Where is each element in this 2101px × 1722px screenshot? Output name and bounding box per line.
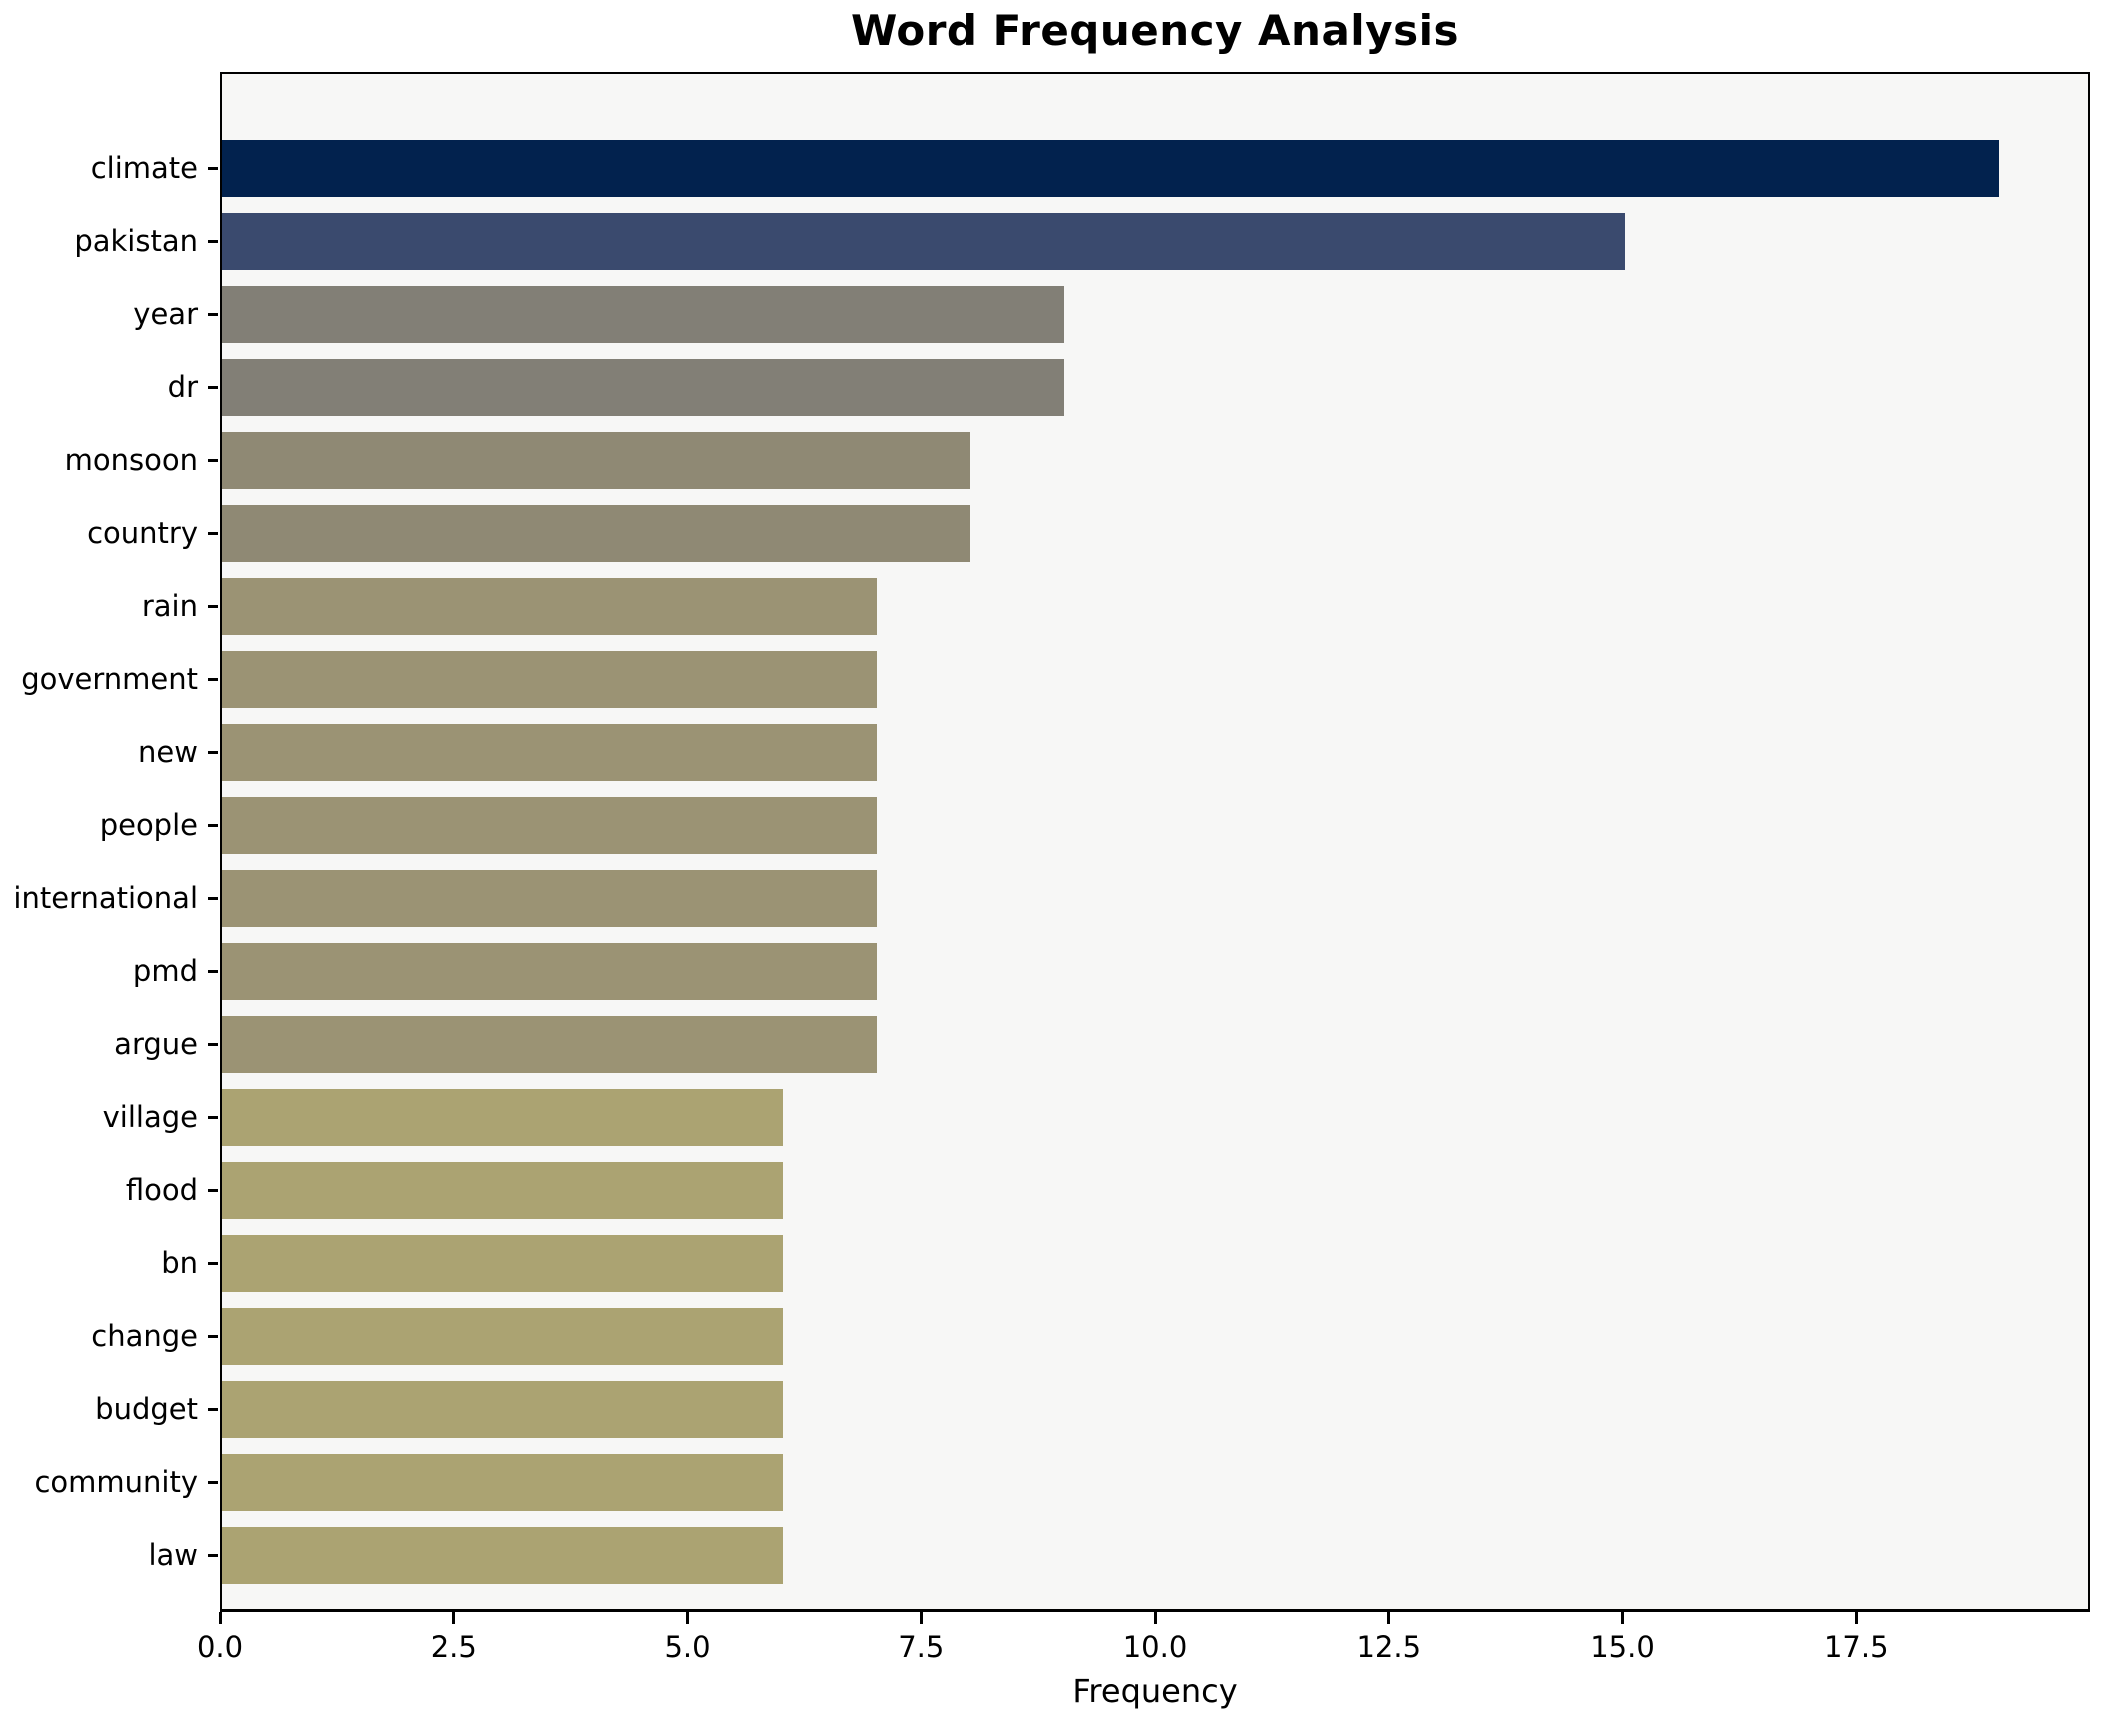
bar-law xyxy=(222,1526,783,1584)
y-tick-mark xyxy=(208,1408,218,1411)
x-tick-label: 12.5 xyxy=(1356,1630,1422,1664)
y-tick-label-law: law xyxy=(148,1538,198,1572)
y-tick-label-new: new xyxy=(138,735,198,769)
x-tick-mark xyxy=(1153,1612,1157,1624)
y-tick-mark xyxy=(208,459,218,462)
y-tick-mark xyxy=(208,1116,218,1119)
y-tick-mark xyxy=(208,386,218,389)
bar-new xyxy=(222,723,877,781)
y-tick-mark xyxy=(208,751,218,754)
y-tick-label-argue: argue xyxy=(114,1027,198,1061)
bar-budget xyxy=(222,1380,783,1438)
y-tick-label-change: change xyxy=(91,1319,198,1353)
y-tick-mark xyxy=(208,1189,218,1192)
x-tick-label: 15.0 xyxy=(1590,1630,1655,1664)
y-tick-label-year: year xyxy=(133,297,198,331)
y-tick-mark xyxy=(208,167,218,170)
x-tick-mark xyxy=(452,1612,456,1624)
y-tick-label-country: country xyxy=(87,516,198,550)
bar-people xyxy=(222,796,877,854)
y-tick-mark xyxy=(208,605,218,608)
y-tick-label-government: government xyxy=(21,662,198,696)
bar-monsoon xyxy=(222,431,970,489)
x-tick-mark xyxy=(1621,1612,1624,1624)
y-tick-label-community: community xyxy=(34,1465,198,1499)
plot-area xyxy=(220,72,2090,1612)
x-tick-mark xyxy=(686,1612,689,1624)
y-tick-mark xyxy=(208,824,218,827)
y-tick-mark xyxy=(208,1262,218,1265)
y-tick-label-bn: bn xyxy=(161,1246,198,1280)
y-tick-mark xyxy=(208,1335,218,1338)
y-tick-label-pakistan: pakistan xyxy=(74,224,198,258)
bar-rain xyxy=(222,577,877,635)
x-axis-title: Frequency xyxy=(1072,1672,1238,1710)
bar-dr xyxy=(222,358,1064,416)
y-tick-mark xyxy=(208,313,218,316)
bar-pakistan xyxy=(222,212,1625,270)
y-tick-label-pmd: pmd xyxy=(132,954,198,988)
bar-bn xyxy=(222,1234,783,1292)
y-tick-label-climate: climate xyxy=(90,151,198,185)
x-tick-label: 2.5 xyxy=(430,1630,477,1664)
x-tick-label: 7.5 xyxy=(898,1630,945,1664)
bar-argue xyxy=(222,1015,877,1073)
bar-community xyxy=(222,1453,783,1511)
bar-pmd xyxy=(222,942,877,1000)
y-tick-mark xyxy=(208,1481,218,1484)
bar-year xyxy=(222,285,1064,343)
y-tick-mark xyxy=(208,532,218,535)
y-tick-mark xyxy=(208,240,218,243)
bar-country xyxy=(222,504,970,562)
y-tick-mark xyxy=(208,1554,218,1557)
bar-change xyxy=(222,1307,783,1365)
bar-international xyxy=(222,869,877,927)
x-tick-label: 17.5 xyxy=(1823,1630,1889,1664)
y-tick-label-rain: rain xyxy=(141,589,198,623)
bar-government xyxy=(222,650,877,708)
x-tick-label: 0.0 xyxy=(196,1630,244,1664)
x-tick-mark xyxy=(1387,1612,1391,1624)
y-tick-label-flood: flood xyxy=(125,1173,198,1207)
y-tick-label-people: people xyxy=(99,808,198,842)
chart-title: Word Frequency Analysis xyxy=(851,6,1459,55)
y-tick-label-international: international xyxy=(13,881,198,915)
bar-village xyxy=(222,1088,783,1146)
y-tick-label-dr: dr xyxy=(167,370,198,404)
bar-climate xyxy=(222,139,1999,197)
x-tick-label: 5.0 xyxy=(664,1630,711,1664)
x-tick-mark xyxy=(218,1612,222,1624)
y-tick-mark xyxy=(208,970,218,973)
x-tick-label: 10.0 xyxy=(1122,1630,1188,1664)
y-tick-mark xyxy=(208,1043,218,1046)
y-tick-label-village: village xyxy=(102,1100,198,1134)
y-tick-label-monsoon: monsoon xyxy=(64,443,198,477)
y-tick-label-budget: budget xyxy=(95,1392,198,1426)
y-tick-mark xyxy=(208,897,218,900)
x-tick-mark xyxy=(1854,1612,1858,1624)
x-tick-mark xyxy=(919,1612,923,1624)
y-tick-mark xyxy=(208,678,218,681)
bar-flood xyxy=(222,1161,783,1219)
